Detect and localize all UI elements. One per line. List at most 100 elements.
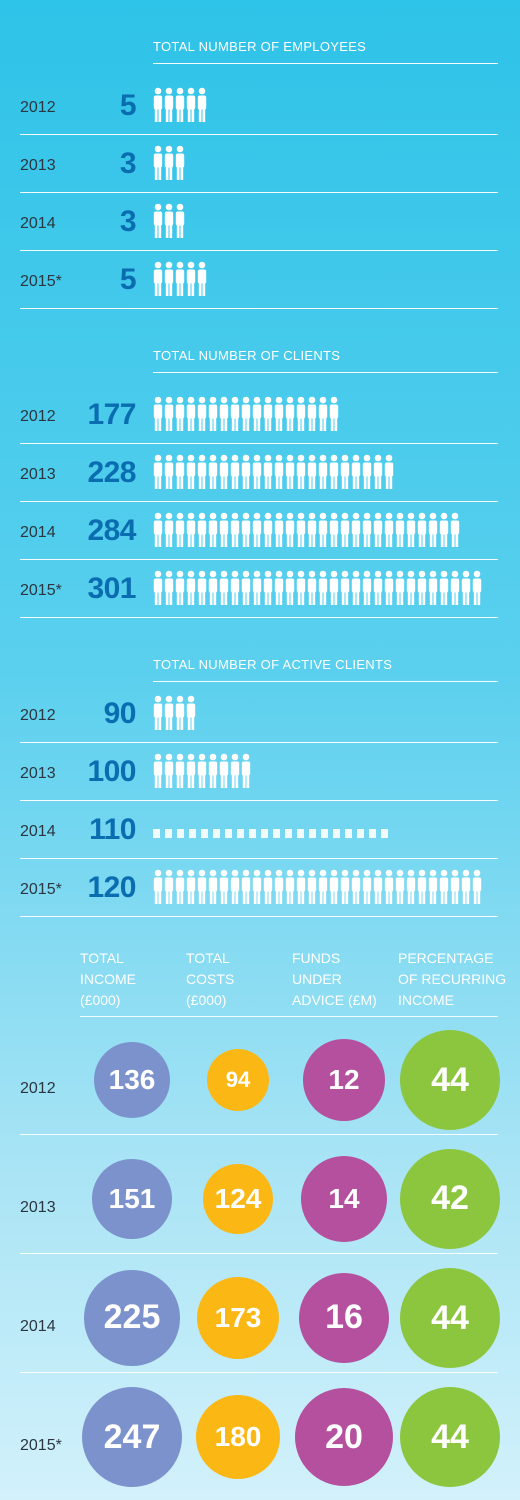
person-icon <box>318 396 328 432</box>
finance-year-label: 2015* <box>20 1437 62 1454</box>
person-icon-small <box>261 829 268 838</box>
pictogram-group <box>153 203 185 239</box>
person-icon <box>373 570 383 606</box>
person-icon <box>208 753 218 789</box>
person-icon <box>329 454 339 490</box>
person-icon <box>274 396 284 432</box>
person-icon <box>340 570 350 606</box>
pictogram-group <box>153 454 394 490</box>
costs-circle: 173 <box>196 1276 280 1360</box>
pictogram-group <box>153 753 251 789</box>
person-icon <box>186 570 196 606</box>
person-icon <box>285 570 295 606</box>
person-icon <box>252 512 262 548</box>
person-icon-small <box>249 829 256 838</box>
value-label: 110 <box>89 813 136 846</box>
person-icon <box>219 570 229 606</box>
person-icon <box>329 570 339 606</box>
person-icon <box>318 512 328 548</box>
person-icon <box>384 512 394 548</box>
year-label: 2014 <box>20 215 56 232</box>
person-icon <box>252 454 262 490</box>
pictogram-group <box>153 570 482 606</box>
person-icon-small <box>381 829 388 838</box>
person-icon <box>153 454 163 490</box>
employees-title: TOTAL NUMBER OF EMPLOYEES <box>153 39 367 54</box>
person-icon-small <box>333 829 340 838</box>
row-divider <box>20 742 498 743</box>
pictogram-group <box>153 512 460 548</box>
person-icon <box>406 570 416 606</box>
person-icon <box>296 869 306 905</box>
person-icon <box>197 396 207 432</box>
costs-circle: 94 <box>207 1049 269 1111</box>
person-icon <box>461 869 471 905</box>
person-icon <box>439 570 449 606</box>
person-icon <box>186 869 196 905</box>
person-icon <box>197 753 207 789</box>
person-icon <box>164 753 174 789</box>
row-clients-2012: 2012 177 <box>20 387 498 444</box>
income-circle: 225 <box>84 1270 180 1366</box>
person-icon <box>472 570 482 606</box>
value-label: 177 <box>87 398 136 431</box>
person-icon-small <box>369 829 376 838</box>
person-icon <box>274 454 284 490</box>
person-icon <box>340 454 350 490</box>
person-icon-small <box>297 829 304 838</box>
person-icon-small <box>153 829 160 838</box>
person-icon-small <box>201 829 208 838</box>
person-icon <box>164 261 174 297</box>
value-label: 284 <box>87 514 136 547</box>
person-icon <box>186 261 196 297</box>
year-label: 2012 <box>20 408 56 425</box>
row-divider <box>20 617 498 618</box>
person-icon <box>241 512 251 548</box>
person-icon <box>263 570 273 606</box>
active-clients-title-rule <box>153 681 498 682</box>
pictogram-group <box>153 869 482 905</box>
person-icon-small <box>321 829 328 838</box>
person-icon <box>340 512 350 548</box>
person-icon <box>274 570 284 606</box>
row-divider <box>20 134 498 135</box>
person-icon <box>230 869 240 905</box>
person-icon <box>208 454 218 490</box>
person-icon <box>219 753 229 789</box>
recurring-circle: 44 <box>400 1030 500 1130</box>
person-icon <box>318 454 328 490</box>
recurring-circle: 44 <box>400 1268 500 1368</box>
person-icon <box>406 869 416 905</box>
person-icon <box>395 570 405 606</box>
row-divider <box>20 800 498 801</box>
row-active-2015p: 2015* 120 <box>20 860 498 917</box>
person-icon <box>307 512 317 548</box>
person-icon <box>340 869 350 905</box>
value-label: 100 <box>87 755 136 788</box>
row-divider <box>20 443 498 444</box>
person-icon <box>241 396 251 432</box>
person-icon <box>175 570 185 606</box>
person-icon <box>186 695 196 731</box>
income-circle: 151 <box>92 1159 172 1239</box>
person-icon <box>153 145 163 181</box>
person-icon <box>329 512 339 548</box>
year-label: 2012 <box>20 707 56 724</box>
person-icon <box>208 570 218 606</box>
person-icon <box>175 203 185 239</box>
year-label: 2015* <box>20 273 62 290</box>
person-icon <box>461 570 471 606</box>
person-icon <box>450 869 460 905</box>
person-icon <box>263 454 273 490</box>
person-icon <box>318 869 328 905</box>
person-icon <box>164 145 174 181</box>
finance-row-divider <box>20 1134 498 1135</box>
employees-title-rule <box>153 63 498 64</box>
person-icon <box>362 869 372 905</box>
value-label: 228 <box>87 456 136 489</box>
finance-row-divider <box>20 1253 498 1254</box>
person-icon <box>318 570 328 606</box>
person-icon <box>428 512 438 548</box>
person-icon <box>164 869 174 905</box>
header-funds-under-advice: FUNDS UNDER ADVICE (£M) <box>292 950 377 1008</box>
